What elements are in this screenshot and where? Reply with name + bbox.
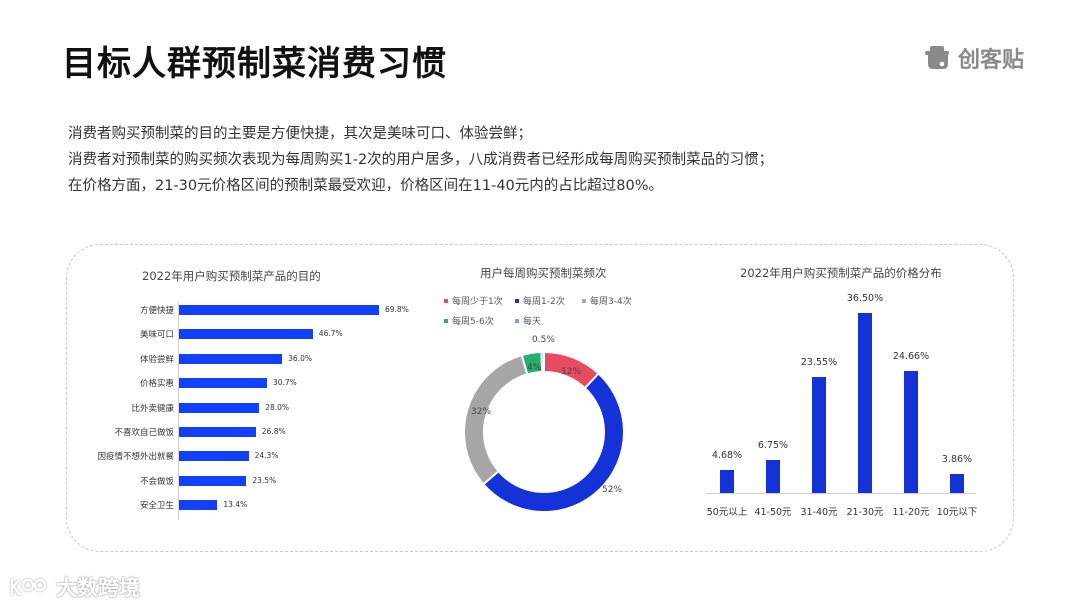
bar-category-label: 31-40元 xyxy=(800,507,838,518)
bar-value-label: 30.7% xyxy=(272,378,297,388)
bar-value-label: 24.66% xyxy=(892,351,930,363)
bar-value-label: 13.4% xyxy=(223,500,248,510)
watermark: 大数跨境 xyxy=(8,572,140,602)
legend-item: 每周5-6次 xyxy=(444,314,494,327)
legend-swatch-icon xyxy=(515,298,519,303)
bar-category-label: 不喜欢自己做饭 xyxy=(114,428,174,438)
bar-category-label: 50元以上 xyxy=(706,507,748,518)
bar-category-label: 价格实惠 xyxy=(139,379,174,390)
bar-value-label: 23.5% xyxy=(252,475,277,485)
bar-category-label: 10元以下 xyxy=(936,507,978,518)
bar-category-label: 方便快捷 xyxy=(139,306,174,316)
bar xyxy=(720,469,734,493)
frequency-chart-title: 用户每周购买预制菜频次 xyxy=(480,266,607,280)
donut-segment xyxy=(540,350,545,374)
legend-swatch-icon xyxy=(515,318,519,323)
bar-value-label: 3.86% xyxy=(941,453,973,465)
bar xyxy=(179,451,249,462)
bar xyxy=(904,371,918,493)
bar-value-label: 6.75% xyxy=(757,439,789,451)
summary-line: 消费者对预制菜的购买频次表现为每周购买1-2次的用户居多，八成消费者已经形成每周… xyxy=(68,152,774,168)
donut-label-5-6: 4% xyxy=(527,363,542,373)
bar xyxy=(950,473,964,493)
bar-category-label: 美味可口 xyxy=(139,330,174,341)
brand-mascot-icon xyxy=(925,46,949,69)
donut-label-daily: 0.5% xyxy=(532,335,555,345)
bar-value-label: 24.3% xyxy=(254,451,279,461)
page-title: 目标人群预制菜消费习惯 xyxy=(62,44,447,84)
bar-value-label: 36.50% xyxy=(846,293,884,304)
bar xyxy=(179,353,283,364)
bar-category-label: 41-50元 xyxy=(754,507,792,518)
bar-value-label: 23.55% xyxy=(800,356,838,368)
donut-label-1-2: 52% xyxy=(602,485,623,495)
legend-item: 每周1-2次 xyxy=(515,294,565,307)
bar xyxy=(179,378,267,389)
bar xyxy=(179,402,260,413)
legend-item: 每天 xyxy=(515,314,541,327)
purpose-chart-axis xyxy=(178,302,179,520)
price-chart-axis xyxy=(706,493,976,494)
bar-category-label: 安全卫生 xyxy=(139,501,174,512)
frequency-donut xyxy=(463,350,625,513)
brand-logo: 创客贴 xyxy=(924,42,1024,74)
bar xyxy=(766,459,780,493)
summary-line: 在价格方面，21-30元价格区间的预制菜最受欢迎，价格区间在11-40元内的占比… xyxy=(68,178,663,194)
bar-value-label: 36.0% xyxy=(288,353,312,363)
legend-swatch-icon xyxy=(582,298,586,303)
bar-category-label: 体验尝鲜 xyxy=(139,354,174,365)
bar-category-label: 11-20元 xyxy=(892,507,930,518)
summary-line: 消费者购买预制菜的目的主要是方便快捷，其次是美味可口、体验尝鲜； xyxy=(68,126,532,142)
price-chart-title: 2022年用户购买预制菜产品的价格分布 xyxy=(740,266,942,280)
legend-item: 每周少于1次 xyxy=(444,294,503,307)
bar xyxy=(179,500,218,511)
bar xyxy=(812,376,826,493)
bar-category-label: 21-30元 xyxy=(846,507,884,518)
donut-label-less-than-1: 12% xyxy=(561,367,582,377)
donut-label-3-4: 32% xyxy=(471,407,492,417)
bar xyxy=(179,475,247,486)
bar xyxy=(179,329,313,340)
bar-value-label: 4.68% xyxy=(711,449,743,461)
bar-value-label: 28.0% xyxy=(265,402,290,412)
bar-value-label: 69.8% xyxy=(385,305,409,314)
bar-value-label: 46.7% xyxy=(318,329,343,339)
charts-panel xyxy=(66,244,1014,552)
watermark-logo-icon xyxy=(10,578,47,596)
brand-name: 创客贴 xyxy=(958,48,1025,73)
bar-value-label: 26.8% xyxy=(261,427,286,436)
bar-category-label: 比外卖健康 xyxy=(131,403,174,414)
purpose-chart-title: 2022年用户购买预制菜产品的目的 xyxy=(142,269,321,283)
legend-item: 每周3-4次 xyxy=(582,294,632,307)
donut-segment xyxy=(463,353,529,486)
legend-swatch-icon xyxy=(444,298,448,303)
bar xyxy=(858,313,872,493)
bar xyxy=(179,427,256,437)
legend-swatch-icon xyxy=(444,318,448,323)
bar xyxy=(179,305,379,315)
bar-category-label: 不会做饭 xyxy=(139,476,174,487)
summary-text: 消费者购买预制菜的目的主要是方便快捷，其次是美味可口、体验尝鲜； 消费者对预制菜… xyxy=(68,121,773,199)
bar-category-label: 因疫情不想外出就餐 xyxy=(97,452,174,463)
